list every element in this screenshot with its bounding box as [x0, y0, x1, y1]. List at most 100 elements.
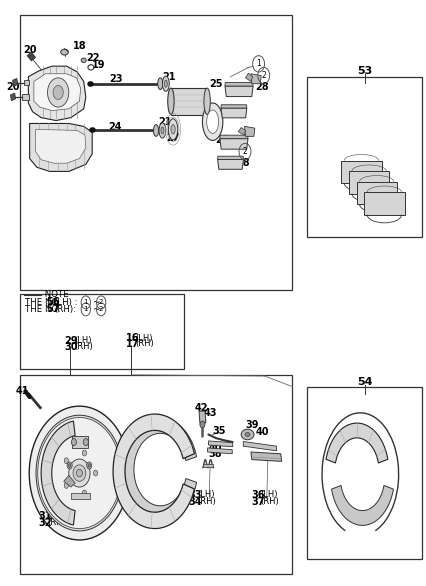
- Text: (LH): (LH): [135, 333, 152, 342]
- Text: 2: 2: [242, 147, 247, 156]
- Circle shape: [88, 464, 90, 467]
- Ellipse shape: [162, 76, 169, 91]
- Text: 40: 40: [256, 427, 269, 437]
- Polygon shape: [250, 74, 261, 84]
- Polygon shape: [170, 88, 207, 115]
- Text: 1: 1: [256, 59, 260, 69]
- Text: THE NO.: THE NO.: [25, 298, 61, 307]
- Ellipse shape: [69, 459, 90, 487]
- Text: (RH): (RH): [260, 497, 279, 506]
- Ellipse shape: [245, 432, 250, 437]
- Text: 19: 19: [92, 60, 106, 70]
- Ellipse shape: [60, 49, 68, 55]
- Text: 2: 2: [99, 306, 103, 312]
- Text: 35: 35: [212, 426, 226, 436]
- Polygon shape: [34, 74, 81, 111]
- Text: (RH):: (RH):: [54, 305, 76, 314]
- Text: 42: 42: [194, 403, 207, 413]
- Polygon shape: [219, 135, 248, 139]
- Ellipse shape: [206, 110, 218, 134]
- Text: (RH): (RH): [74, 342, 92, 351]
- Polygon shape: [363, 192, 404, 214]
- Text: 41: 41: [16, 386, 29, 396]
- Polygon shape: [29, 124, 92, 171]
- Text: 38: 38: [208, 449, 222, 459]
- Ellipse shape: [167, 88, 174, 114]
- Ellipse shape: [202, 103, 222, 141]
- Polygon shape: [113, 414, 194, 529]
- Text: 32: 32: [38, 518, 52, 528]
- Polygon shape: [41, 421, 75, 525]
- Polygon shape: [13, 79, 17, 87]
- Polygon shape: [348, 171, 389, 193]
- Text: 21: 21: [162, 71, 175, 81]
- Text: NOTE: NOTE: [42, 290, 69, 299]
- Polygon shape: [221, 108, 246, 118]
- Text: (LH): (LH): [260, 490, 277, 499]
- Text: 40: 40: [208, 443, 222, 453]
- Polygon shape: [71, 493, 90, 499]
- Circle shape: [64, 482, 68, 488]
- Text: 22: 22: [86, 53, 99, 63]
- Text: 25: 25: [209, 79, 222, 88]
- Ellipse shape: [164, 80, 167, 87]
- Text: 33: 33: [187, 490, 201, 500]
- Polygon shape: [63, 475, 75, 487]
- Polygon shape: [217, 159, 243, 169]
- Polygon shape: [250, 452, 281, 461]
- Text: 28: 28: [236, 158, 250, 168]
- Circle shape: [64, 458, 68, 464]
- Polygon shape: [123, 418, 196, 521]
- Circle shape: [53, 86, 63, 100]
- Text: (RH): (RH): [197, 497, 216, 506]
- Polygon shape: [22, 94, 29, 100]
- Polygon shape: [207, 448, 232, 454]
- Text: 43: 43: [203, 408, 216, 418]
- Text: 23: 23: [109, 74, 123, 84]
- Ellipse shape: [81, 58, 86, 63]
- Text: ~: ~: [92, 298, 99, 307]
- Text: 26: 26: [215, 135, 228, 145]
- Ellipse shape: [158, 123, 165, 138]
- Text: 17: 17: [126, 339, 139, 349]
- Polygon shape: [35, 130, 86, 163]
- Text: 28: 28: [254, 81, 268, 91]
- Ellipse shape: [76, 469, 82, 477]
- Polygon shape: [356, 182, 396, 204]
- Circle shape: [67, 462, 72, 469]
- Text: 24: 24: [108, 122, 121, 132]
- Ellipse shape: [170, 125, 175, 134]
- Text: 2: 2: [261, 71, 265, 80]
- Text: 1: 1: [83, 306, 88, 312]
- Text: (LH): (LH): [74, 336, 91, 345]
- Ellipse shape: [73, 465, 86, 481]
- Ellipse shape: [36, 415, 123, 531]
- Text: 31: 31: [38, 512, 52, 522]
- Text: 56: 56: [46, 297, 60, 307]
- Polygon shape: [217, 156, 243, 159]
- Text: 36: 36: [250, 490, 264, 500]
- Circle shape: [86, 462, 92, 469]
- Polygon shape: [340, 161, 381, 183]
- Ellipse shape: [153, 125, 158, 137]
- Polygon shape: [199, 411, 205, 423]
- Ellipse shape: [157, 78, 162, 90]
- Text: 2: 2: [99, 299, 103, 305]
- Polygon shape: [11, 93, 16, 101]
- Polygon shape: [331, 485, 392, 526]
- Text: 29: 29: [64, 336, 78, 346]
- Text: 37: 37: [250, 497, 264, 507]
- Circle shape: [199, 421, 204, 428]
- Text: 18: 18: [73, 41, 86, 52]
- Text: 34: 34: [187, 497, 201, 507]
- Circle shape: [71, 438, 76, 445]
- Text: THE NO.: THE NO.: [25, 305, 61, 314]
- Text: (LH): (LH): [47, 512, 65, 521]
- Polygon shape: [325, 423, 387, 463]
- Text: (RH): (RH): [47, 518, 66, 527]
- Polygon shape: [238, 128, 245, 135]
- Polygon shape: [208, 441, 232, 447]
- Ellipse shape: [241, 429, 253, 440]
- Ellipse shape: [29, 406, 130, 540]
- Polygon shape: [243, 441, 276, 451]
